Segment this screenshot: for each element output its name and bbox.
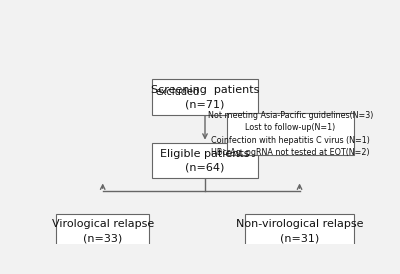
- Bar: [152, 142, 258, 178]
- Text: Virological relapse
(n=33): Virological relapse (n=33): [52, 219, 154, 243]
- Text: Not meeting Asia-Pacific guidelines(N=3)
Lost to follow-up(N=1)
Coinfection with: Not meeting Asia-Pacific guidelines(N=3)…: [208, 111, 373, 157]
- Bar: [152, 79, 258, 115]
- Text: excluded: excluded: [155, 87, 199, 97]
- Text: Non-virological relapse
(n=31): Non-virological relapse (n=31): [236, 219, 363, 243]
- Bar: [227, 113, 354, 155]
- Text: Screening  patients
(n=71): Screening patients (n=71): [151, 85, 259, 109]
- Bar: [245, 214, 354, 248]
- Bar: [56, 214, 149, 248]
- Text: Eligible patients
(n=64): Eligible patients (n=64): [160, 149, 250, 173]
